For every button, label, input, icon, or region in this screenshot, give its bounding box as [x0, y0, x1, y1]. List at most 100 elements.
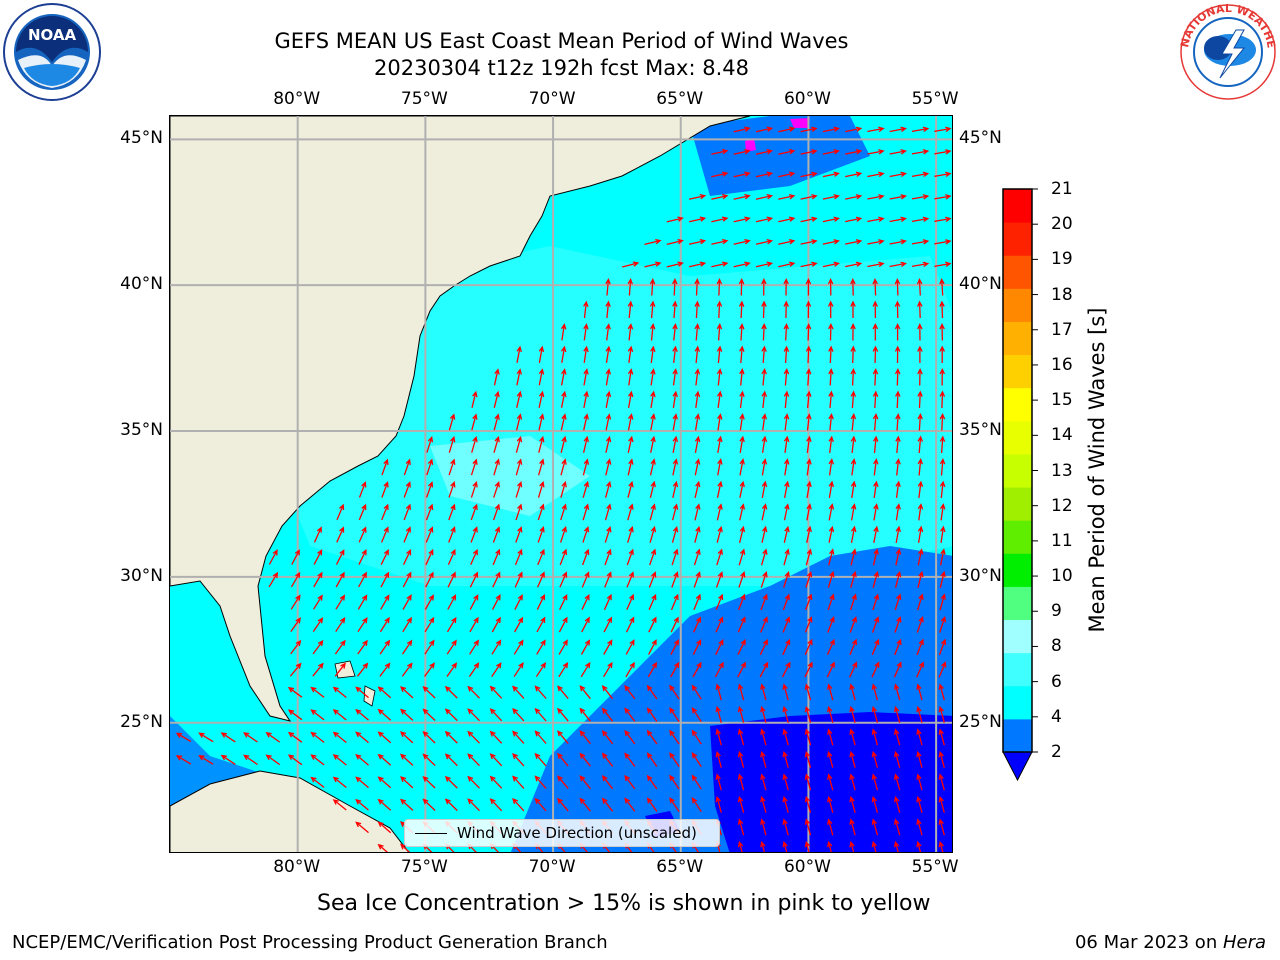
wave-direction-arrow — [400, 798, 414, 811]
wave-direction-arrow — [805, 593, 813, 611]
wave-direction-arrow — [911, 239, 930, 245]
wave-direction-arrow — [287, 686, 303, 698]
wave-direction-arrow — [849, 638, 858, 656]
wave-direction-arrow — [739, 480, 745, 498]
wave-direction-arrow — [783, 413, 790, 431]
wave-direction-arrow — [783, 435, 790, 453]
wave-direction-arrow — [422, 685, 436, 699]
wave-direction-arrow — [715, 795, 722, 813]
wave-direction-arrow — [422, 775, 436, 789]
wave-direction-arrow — [672, 300, 678, 319]
wave-direction-arrow — [534, 707, 547, 722]
wave-direction-arrow — [557, 685, 569, 700]
wave-direction-arrow — [426, 458, 434, 476]
wave-direction-arrow — [489, 753, 503, 767]
wave-direction-arrow — [601, 775, 614, 790]
map-panel: Wind Wave Direction (unscaled) — [169, 115, 953, 853]
colorbar-tick-label: 10 — [1051, 566, 1073, 587]
wave-direction-arrow — [867, 149, 885, 155]
wave-direction-arrow — [895, 435, 901, 454]
wave-direction-arrow — [804, 750, 812, 768]
wave-direction-arrow — [895, 458, 901, 476]
wave-direction-arrow — [579, 707, 591, 722]
wave-direction-arrow — [782, 705, 789, 723]
wave-direction-arrow — [826, 638, 835, 656]
wave-direction-arrow — [893, 728, 901, 746]
wave-direction-arrow — [444, 775, 458, 789]
wave-direction-arrow — [804, 795, 812, 813]
wave-direction-arrow — [894, 616, 902, 633]
wave-direction-arrow — [822, 239, 840, 245]
wave-direction-arrow — [583, 323, 589, 341]
wave-direction-arrow — [670, 639, 680, 655]
wave-direction-arrow — [692, 639, 702, 655]
wave-direction-arrow — [381, 526, 389, 543]
wave-direction-arrow — [850, 300, 856, 318]
wave-direction-arrow — [198, 755, 214, 765]
wave-direction-arrow — [265, 732, 281, 743]
wave-direction-arrow — [332, 799, 347, 811]
wave-direction-arrow — [911, 261, 930, 268]
wave-direction-arrow — [603, 639, 613, 655]
wave-direction-arrow — [850, 278, 856, 296]
wave-direction-arrow — [646, 752, 658, 767]
wave-direction-arrow — [715, 638, 724, 655]
wave-direction-arrow — [845, 261, 863, 268]
wave-direction-arrow — [760, 795, 767, 813]
wave-direction-arrow — [934, 126, 952, 133]
wave-direction-arrow — [755, 216, 774, 223]
wave-direction-arrow — [671, 548, 679, 566]
wave-direction-arrow — [733, 261, 751, 268]
wave-direction-arrow — [515, 458, 523, 476]
wave-direction-arrow — [738, 548, 746, 566]
wave-direction-arrow — [711, 261, 729, 268]
wave-direction-arrow — [693, 616, 701, 633]
wave-direction-arrow — [733, 126, 751, 133]
wave-direction-arrow — [605, 278, 611, 296]
wave-direction-arrow — [355, 776, 369, 789]
colorbar-bin — [1003, 553, 1032, 587]
wave-direction-arrow — [669, 752, 680, 767]
wave-direction-arrow — [894, 300, 901, 319]
wave-direction-arrow — [448, 435, 456, 453]
wave-direction-arrow — [467, 730, 480, 744]
wave-direction-arrow — [648, 616, 657, 633]
wave-direction-arrow — [938, 750, 945, 768]
wave-direction-arrow — [938, 683, 945, 701]
wave-direction-arrow — [560, 368, 567, 386]
wave-direction-arrow — [287, 731, 303, 743]
wave-direction-arrow — [605, 300, 611, 319]
wave-direction-arrow — [582, 480, 590, 498]
wave-direction-arrow — [778, 193, 796, 200]
wave-direction-arrow — [872, 300, 878, 319]
wave-direction-arrow — [627, 413, 634, 431]
wave-direction-arrow — [760, 570, 768, 588]
wave-direction-arrow — [800, 194, 818, 200]
wave-direction-arrow — [402, 616, 412, 633]
wave-direction-arrow — [849, 728, 856, 746]
wave-direction-arrow — [489, 708, 503, 722]
lat-label-left: 25°N — [120, 711, 163, 732]
wave-direction-arrow — [739, 390, 745, 408]
wave-direction-arrow — [761, 525, 768, 543]
wind-wave-direction-arrows — [175, 126, 952, 852]
colorbar-bin — [1003, 453, 1032, 488]
wave-direction-arrow — [627, 345, 634, 363]
wave-direction-arrow — [806, 480, 812, 499]
wave-direction-arrow — [806, 503, 812, 521]
wave-direction-arrow — [534, 775, 547, 789]
wave-direction-arrow — [649, 480, 656, 498]
wave-direction-arrow — [778, 238, 796, 245]
wave-direction-arrow — [583, 300, 589, 318]
wave-direction-arrow — [646, 774, 658, 790]
wave-direction-arrow — [671, 525, 679, 543]
wave-direction-arrow — [806, 390, 812, 409]
wave-direction-arrow — [850, 503, 857, 521]
wave-direction-arrow — [491, 594, 501, 610]
wave-direction-arrow — [917, 412, 923, 431]
wave-direction-arrow — [515, 526, 523, 543]
wave-direction-arrow — [512, 730, 525, 744]
wave-direction-arrow — [624, 684, 636, 700]
colorbar-bin — [1003, 189, 1032, 223]
wave-direction-arrow — [782, 683, 789, 701]
